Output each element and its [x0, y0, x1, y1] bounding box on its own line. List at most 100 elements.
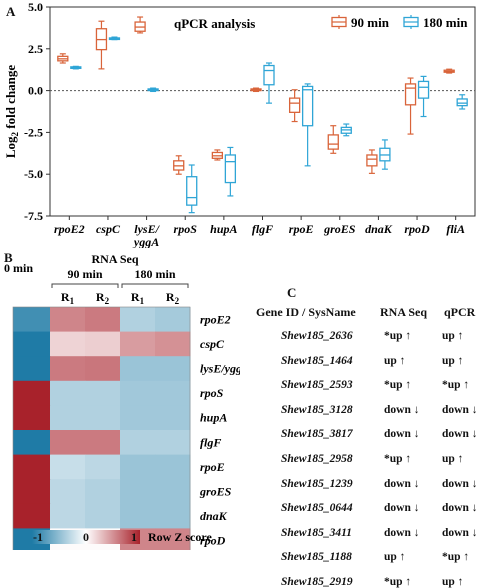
heatmap-cell [120, 479, 156, 505]
rnaseq-direction: down ↓ [384, 403, 420, 416]
rnaseq-direction: up ↑ [384, 551, 406, 564]
legend-item-90-min: 90 min [331, 15, 390, 30]
box-90-min-rpoE2 [57, 53, 69, 64]
x-tick-label: flgF [252, 222, 273, 236]
gene-sysname: Shew185_2958 [281, 453, 353, 465]
box-180-min-dnaK [379, 139, 391, 170]
row-label: rpoD [200, 534, 226, 548]
heatmap-cell [120, 454, 156, 480]
gene-sysname: Shew185_0644 [281, 502, 353, 515]
qpcr-direction: *up ↑ [442, 379, 470, 392]
x-tick-label: rpoE [289, 222, 314, 236]
qpcr-direction: down ↓ [442, 428, 478, 441]
heatmap-cell [120, 331, 156, 357]
heatmap-cell [155, 454, 191, 480]
gene-sysname: Shew185_3817 [281, 428, 353, 441]
legend-item-180-min: 180 min [403, 15, 468, 30]
rnaseq-direction: down ↓ [384, 502, 420, 515]
heatmap-cell [13, 405, 51, 431]
row-label: rpoS [200, 386, 224, 400]
heatmap-cell [120, 503, 156, 529]
colorbar [32, 530, 140, 544]
group-bracket [121, 283, 189, 288]
row-label: dnaK [200, 509, 228, 523]
gene-sysname: Shew185_1239 [281, 477, 353, 490]
legend-label: 180 min [423, 15, 468, 30]
box-90-min-rpoS [173, 155, 185, 175]
header-gene-id: Gene ID / SysName [256, 305, 356, 319]
col-group-90min: 90 min [67, 267, 102, 281]
rnaseq-direction: *up ↑ [384, 379, 412, 392]
heatmap-cell [155, 307, 191, 333]
heatmap-cell [120, 356, 156, 382]
heatmap-cell [85, 503, 121, 529]
heatmap-cell [155, 430, 191, 456]
rnaseq-direction: up ↑ [384, 354, 406, 367]
rnaseq-direction: down ↓ [384, 526, 420, 539]
qpcr-direction: down ↓ [442, 477, 478, 490]
row-label: cspC [200, 337, 225, 351]
rnaseq-direction: *up ↑ [384, 330, 412, 342]
heatmap-cell [50, 307, 86, 333]
box-90-min-rpoD [404, 77, 417, 135]
panel-label-b: B [4, 250, 13, 265]
heatmap-cell [13, 356, 51, 382]
box-180-min-groES [340, 123, 352, 137]
heatmap-cell [85, 307, 121, 333]
qpcr-direction: down ↓ [442, 502, 478, 515]
y-tick-label: 0.0 [28, 84, 43, 98]
box-90-min-dnaK [366, 149, 378, 174]
y-tick-label: -5.0 [24, 167, 43, 181]
gene-sysname: Shew185_2593 [281, 379, 353, 392]
chart-title: qPCR analysis [174, 16, 255, 31]
qpcr-direction: up ↑ [442, 576, 464, 588]
heatmap-cell [85, 430, 121, 456]
colorbar-tick: 0 [83, 530, 89, 544]
heatmap-cell [120, 380, 156, 406]
header-rnaseq: RNA Seq [380, 305, 428, 319]
col-label: R2 [96, 290, 110, 306]
box-180-min-rpoE [301, 83, 314, 167]
header-qpcr: qPCR [444, 305, 476, 319]
box-90-min-groES [327, 125, 339, 154]
y-tick-label: 2.5 [28, 42, 43, 56]
box-90-min-rpoE [288, 89, 301, 123]
panel-label-c: C [287, 285, 297, 300]
box-180-min-rpoE2 [70, 65, 82, 70]
heatmap-cell [85, 331, 121, 357]
gene-sysname: Shew185_3411 [281, 526, 352, 539]
heatmap-border [12, 306, 191, 550]
heatmap-cell [120, 430, 156, 456]
rnaseq-direction: *up ↑ [384, 576, 412, 588]
qpcr-boxplot: qPCR analysis Log2 fold change 5.0 2.5 0.0… [3, 0, 476, 248]
x-tick-label: rpoE2 [54, 222, 85, 236]
x-tick-label: hupA [210, 222, 237, 236]
rnaseq-direction: down ↓ [384, 428, 420, 441]
heatmap-cell [120, 307, 156, 333]
qpcr-direction: *up ↑ [442, 551, 470, 564]
heatmap-cell [155, 331, 191, 357]
box-90-min-lysE-yggA [134, 16, 146, 34]
x-tick-label: lysE/ [134, 222, 160, 236]
box-180-min-rpoD [417, 75, 430, 118]
row-label: rpoE [200, 460, 225, 474]
x-tick-label: yggA [132, 235, 159, 248]
box-90-min-flgF [250, 87, 262, 93]
qpcr-direction: up ↑ [442, 354, 464, 367]
heatmap-cell [13, 380, 51, 406]
heatmap-cell [13, 479, 51, 505]
heatmap-cell [85, 380, 121, 406]
box-90-min-hupA [211, 149, 224, 161]
gene-sysname: Shew185_2636 [281, 330, 353, 342]
col-label: R1 [131, 290, 145, 306]
box-90-min-fliA [443, 68, 455, 74]
heatmap-cell [155, 528, 191, 550]
heatmap-cell [13, 430, 51, 456]
gene-sysname: Shew185_1464 [281, 354, 353, 367]
qpcr-direction: down ↓ [442, 403, 478, 416]
colorbar-label: Row Z score [148, 530, 212, 544]
legend-label: 90 min [351, 15, 390, 30]
col-label: R2 [166, 290, 180, 306]
x-tick-label: fliA [446, 222, 465, 236]
